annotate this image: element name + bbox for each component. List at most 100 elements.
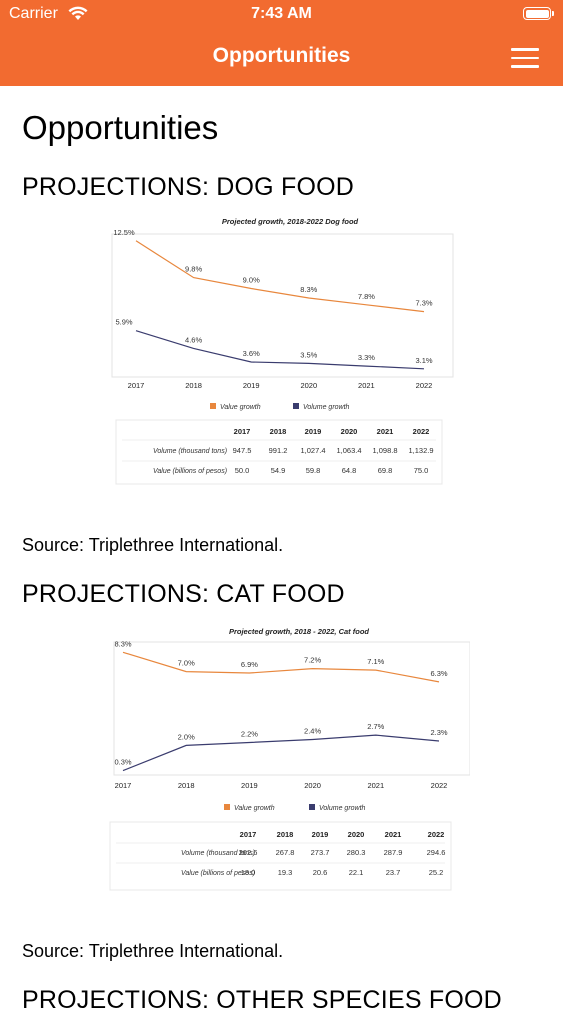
table-header: 2022 <box>428 830 445 839</box>
data-label: 3.5% <box>300 350 317 359</box>
data-label: 4.6% <box>185 335 202 344</box>
legend-label: Value growth <box>234 805 275 812</box>
carrier-label: Carrier <box>9 5 58 22</box>
table-header: 2020 <box>348 830 365 839</box>
data-label: 9.8% <box>185 265 202 274</box>
table-row-label: Volume (thousand tons) <box>153 448 227 455</box>
source-cat-food: Source: Triplethree International. <box>22 941 284 961</box>
table-header: 2018 <box>270 427 287 436</box>
data-label: 3.6% <box>243 349 260 358</box>
table-header: 2021 <box>377 427 394 436</box>
table-header: 2019 <box>305 427 322 436</box>
x-tick-label: 2017 <box>115 781 132 790</box>
table-row-label: Value (billions of pesos) <box>153 468 227 475</box>
chart-svg: Projected growth, 2018 - 2022, Cat food 8… <box>109 627 470 891</box>
series-line-value-growth <box>122 651 440 683</box>
data-label: 8.3% <box>114 639 131 648</box>
table-cell: 54.9 <box>271 466 286 475</box>
table-cell: 262.6 <box>239 848 258 857</box>
table-row-label: Volume (thousand tons) <box>181 850 255 857</box>
data-label: 0.3% <box>114 758 131 767</box>
data-label: 9.0% <box>243 275 260 284</box>
table-header: 2017 <box>240 830 257 839</box>
table-cell: 294.6 <box>427 848 446 857</box>
x-tick-label: 2022 <box>431 781 448 790</box>
source-dog-food: Source: Triplethree International. <box>22 535 284 555</box>
table-cell: 64.8 <box>342 466 357 475</box>
data-label: 6.3% <box>430 669 447 678</box>
table-cell: 50.0 <box>235 466 250 475</box>
table-cell: 1,063.4 <box>336 446 361 455</box>
table-cell: 287.9 <box>384 848 403 857</box>
x-tick-label: 2018 <box>185 381 202 390</box>
table-cell: 25.2 <box>429 868 444 877</box>
table-cell: 20.6 <box>313 868 328 877</box>
hamburger-menu-icon[interactable] <box>511 48 539 68</box>
series-line-volume-growth <box>122 734 440 772</box>
data-label: 7.3% <box>415 299 432 308</box>
series-line-volume-growth <box>135 330 425 370</box>
chart-svg: Projected growth, 2018-2022 Dog food 12.5… <box>111 217 454 485</box>
table-cell: 23.7 <box>386 868 401 877</box>
table-cell: 1,027.4 <box>300 446 325 455</box>
table-cell: 1,132.9 <box>408 446 433 455</box>
status-time: 7:43 AM <box>251 5 312 22</box>
data-label: 6.9% <box>241 660 258 669</box>
section-title-other-species: PROJECTIONS: OTHER SPECIES FOOD <box>22 986 502 1014</box>
table-cell: 267.8 <box>276 848 295 857</box>
series-line-value-growth <box>135 240 425 313</box>
legend-swatch <box>224 804 230 810</box>
x-tick-label: 2020 <box>304 781 321 790</box>
data-table <box>115 419 443 485</box>
legend-label: Volume growth <box>319 805 366 812</box>
table-header: 2019 <box>312 830 329 839</box>
legend-swatch <box>309 804 315 810</box>
table-cell: 1,098.8 <box>372 446 397 455</box>
table-cell: 18.0 <box>241 868 256 877</box>
data-label: 12.5% <box>113 228 135 237</box>
table-header: 2021 <box>385 830 402 839</box>
battery-icon <box>523 7 554 20</box>
section-title-dog-food: PROJECTIONS: DOG FOOD <box>22 173 354 201</box>
data-label: 3.1% <box>415 356 432 365</box>
x-tick-label: 2018 <box>178 781 195 790</box>
table-header: 2017 <box>234 427 251 436</box>
cat-food-chart: Projected growth, 2018 - 2022, Cat food 8… <box>108 624 470 896</box>
data-label: 2.4% <box>304 727 321 736</box>
table-cell: 19.3 <box>278 868 293 877</box>
data-label: 3.3% <box>358 353 375 362</box>
data-label: 2.3% <box>430 728 447 737</box>
legend-swatch <box>210 403 216 409</box>
data-label: 2.0% <box>178 732 195 741</box>
x-tick-label: 2021 <box>358 381 375 390</box>
legend-label: Volume growth <box>303 404 350 411</box>
x-tick-label: 2022 <box>416 381 433 390</box>
x-tick-label: 2020 <box>300 381 317 390</box>
chart-title: Projected growth, 2018-2022 Dog food <box>222 217 359 226</box>
x-tick-label: 2019 <box>241 781 258 790</box>
plot-area <box>113 641 470 776</box>
data-label: 8.3% <box>300 285 317 294</box>
table-cell: 22.1 <box>349 868 364 877</box>
table-header: 2018 <box>277 830 294 839</box>
dog-food-chart: Projected growth, 2018-2022 Dog food 12.5… <box>106 214 454 489</box>
table-cell: 69.8 <box>378 466 393 475</box>
data-label: 7.8% <box>358 292 375 301</box>
x-tick-label: 2019 <box>243 381 260 390</box>
legend-swatch <box>293 403 299 409</box>
data-label: 7.2% <box>304 656 321 665</box>
data-label: 2.7% <box>367 722 384 731</box>
data-label: 7.0% <box>178 659 195 668</box>
x-tick-label: 2017 <box>128 381 145 390</box>
table-header: 2020 <box>341 427 358 436</box>
chart-title: Projected growth, 2018 - 2022, Cat food <box>229 627 369 636</box>
table-cell: 273.7 <box>311 848 330 857</box>
nav-bar: Opportunities <box>0 30 563 86</box>
table-cell: 947.5 <box>233 446 252 455</box>
data-label: 2.2% <box>241 729 258 738</box>
table-cell: 280.3 <box>347 848 366 857</box>
section-title-cat-food: PROJECTIONS: CAT FOOD <box>22 580 345 608</box>
table-cell: 75.0 <box>414 466 429 475</box>
data-label: 5.9% <box>115 318 132 327</box>
data-table <box>109 821 452 891</box>
